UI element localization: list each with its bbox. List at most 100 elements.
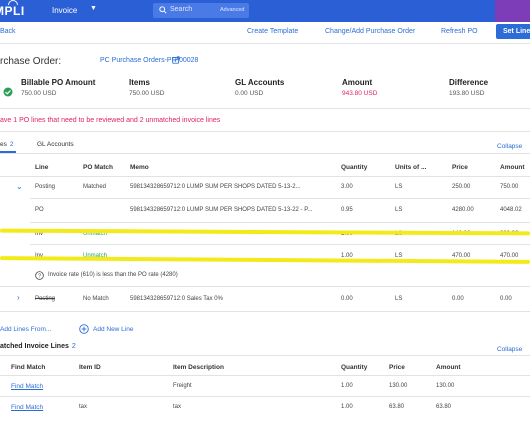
row-amount: 63.80 [436, 404, 452, 410]
find-match-link[interactable]: Find Match [11, 383, 44, 390]
row-amount: 470.00 [500, 253, 519, 259]
row-quantity: 0.00 [341, 296, 353, 302]
divider [0, 286, 530, 287]
summary-label: Difference [449, 78, 489, 87]
po-link[interactable]: PC Purchase Orders-PR-00028 [100, 57, 199, 64]
divider [0, 43, 530, 44]
search-icon [159, 6, 167, 14]
summary-label: Billable PO Amount [21, 78, 96, 87]
summary-value-amount: 943.80 USD [342, 90, 378, 97]
add-new-line-link[interactable]: Add New Line [93, 326, 134, 333]
search-input[interactable]: Search Advanced [153, 3, 249, 18]
row-line-type: Posting [35, 296, 56, 302]
highlight-mark [0, 228, 530, 236]
logo-hat-icon [8, 0, 18, 5]
row-price: 0.00 [452, 296, 464, 302]
row-quantity: 1.00 [341, 383, 353, 389]
divider [0, 355, 530, 356]
back-link[interactable]: Back [0, 28, 16, 35]
row-po-match: Matched [83, 184, 107, 190]
row-price: 470.00 [452, 253, 471, 259]
app-menu-invoice[interactable]: Invoice [52, 6, 78, 15]
chevron-down-icon[interactable]: ▼ [90, 5, 97, 12]
divider [0, 396, 530, 397]
row-quantity: 3.00 [341, 184, 353, 190]
top-nav-bar: MPLI Invoice ▼ Search Advanced [0, 0, 530, 22]
row-po-match: Unmatch [83, 231, 108, 237]
collapse-link[interactable]: Collapse [497, 143, 523, 150]
divider [0, 375, 530, 376]
column-header[interactable]: Item ID [79, 364, 101, 371]
section-count-badge: 2 [71, 343, 76, 350]
column-header[interactable]: Price [389, 364, 405, 371]
row-item-id: tax [79, 404, 88, 410]
question-circle-icon[interactable]: ? [35, 271, 44, 280]
summary-value: 193.80 USD [449, 90, 485, 97]
column-header[interactable]: Quantity [341, 364, 368, 371]
row-po-match: No Match [83, 296, 109, 302]
column-header[interactable]: PO Match [83, 164, 113, 171]
row-memo: 598134328659712:0 Sales Tax 0% [130, 296, 223, 302]
column-header[interactable]: Quantity [341, 164, 368, 171]
divider [0, 108, 530, 109]
row-units: LS [395, 253, 403, 259]
page-title: rchase Order: [0, 56, 62, 67]
collapse-link[interactable]: Collapse [497, 346, 523, 353]
summary-label: Amount [342, 78, 373, 87]
column-header[interactable]: Line [35, 164, 49, 171]
active-tab-indicator [0, 151, 16, 153]
row-line-type: Inv [35, 253, 43, 259]
row-quantity: 1.00 [341, 404, 353, 410]
alert-message: ave 1 PO lines that need to be reviewed … [0, 117, 221, 124]
create-template-link[interactable]: Create Template [247, 28, 299, 35]
topbar-accent [495, 0, 530, 22]
column-header[interactable]: Find Match [11, 364, 46, 371]
refresh-po-link[interactable]: Refresh PO [441, 28, 478, 35]
row-units: LS [395, 184, 403, 190]
row-amount: 4048.02 [500, 207, 522, 213]
tab-lines[interactable]: es 2 [0, 141, 14, 148]
section-title: atched Invoice Lines 2 [0, 343, 76, 350]
row-price: 63.80 [389, 404, 405, 410]
divider [30, 222, 530, 223]
row-line-type: PO [35, 207, 44, 213]
row-quantity: 1.00 [341, 253, 353, 259]
tab-gl-accounts[interactable]: GL Accounts [37, 141, 74, 148]
column-header[interactable]: Amount [500, 164, 525, 171]
set-lines-button[interactable]: Set Lines [496, 24, 530, 39]
row-item-description: Freight [173, 383, 192, 389]
advanced-search-link[interactable]: Advanced [220, 7, 245, 13]
summary-value: 750.00 USD [129, 90, 165, 97]
summary-label: Items [129, 78, 150, 87]
check-circle-icon [3, 87, 13, 97]
find-match-link[interactable]: Find Match [11, 404, 44, 411]
row-memo: 598134328659712:0 LUMP SUM PER SHOPS DAT… [130, 184, 301, 190]
change-add-po-link[interactable]: Change/Add Purchase Order [325, 28, 416, 35]
chevron-right-icon[interactable]: › [17, 293, 20, 302]
add-lines-from-link[interactable]: Add Lines From... [0, 326, 52, 333]
row-line-type: Inv [35, 231, 44, 237]
divider [30, 244, 530, 245]
row-amount: 130.00 [436, 383, 455, 389]
divider [0, 131, 530, 132]
summary-label: GL Accounts [235, 78, 285, 87]
row-memo: 598134328659712:0 LUMP SUM PER SHOPS DAT… [130, 207, 313, 213]
column-header[interactable]: Amount [436, 364, 461, 371]
row-price: 130.00 [389, 383, 408, 389]
column-header[interactable]: Item Description [173, 364, 224, 371]
svg-text:?: ? [38, 274, 41, 280]
row-amount: 750.00 [500, 184, 519, 190]
column-header[interactable]: Memo [130, 164, 149, 171]
plus-circle-icon[interactable] [79, 324, 89, 334]
external-link-icon[interactable] [172, 56, 180, 64]
row-po-match: Unmatch [83, 253, 107, 259]
app-logo[interactable]: MPLI [0, 4, 25, 18]
tab-count-badge: 2 [9, 141, 14, 148]
divider [0, 153, 530, 154]
row-price: 4280.00 [452, 207, 474, 213]
chevron-down-icon[interactable]: ⌄ [16, 182, 23, 191]
column-header[interactable]: Price [452, 164, 468, 171]
summary-value: 0.00 USD [235, 90, 264, 97]
section-title-text: atched Invoice Lines [0, 343, 69, 350]
column-header[interactable]: Units of ... [395, 164, 427, 171]
